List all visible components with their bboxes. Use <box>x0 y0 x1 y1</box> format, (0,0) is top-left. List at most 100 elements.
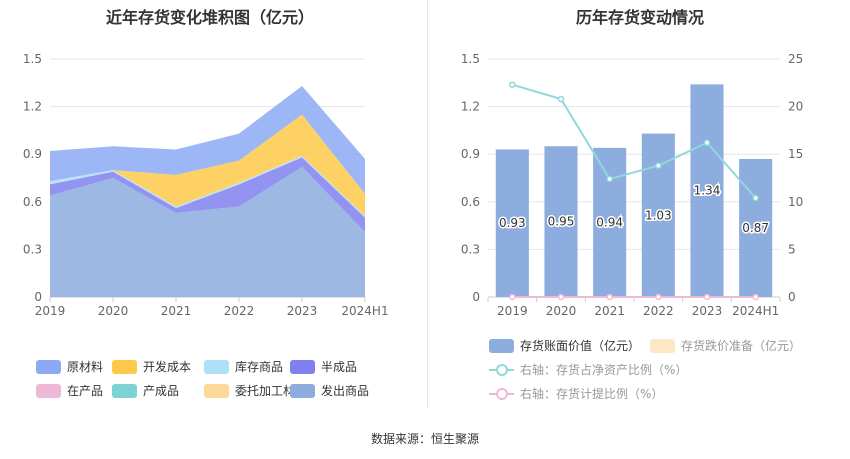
legend-label: 委托加工材料 <box>235 384 308 398</box>
x-tick-label: 2019 <box>35 304 66 318</box>
line-point <box>655 162 662 169</box>
legend-swatch <box>489 338 514 353</box>
y2-tick-label: 25 <box>788 52 803 66</box>
legend-item[interactable]: 右轴：存货占净资产比例（%） <box>489 361 687 378</box>
panel-divider <box>427 0 428 408</box>
y2-tick-label: 5 <box>788 242 796 256</box>
legend-item[interactable]: 在产品 <box>36 382 103 399</box>
legend-item[interactable]: 右轴：存货计提比例（%） <box>489 385 663 402</box>
bar <box>544 146 578 297</box>
line-point <box>655 293 662 301</box>
line-point <box>606 175 613 183</box>
area-半成品 <box>50 157 365 232</box>
y2-tick-label: 10 <box>788 195 803 209</box>
legend-label: 右轴：存货占净资产比例（%） <box>520 363 688 377</box>
legend-label: 在产品 <box>67 384 104 398</box>
right-chart-title: 历年存货变动情况 <box>575 8 704 27</box>
line-point <box>703 293 711 301</box>
x-tick-label: 2021 <box>594 304 625 318</box>
legend-label: 半成品 <box>321 360 358 374</box>
legend-item[interactable]: 产成品 <box>112 382 179 399</box>
y-tick-label: 0 <box>472 290 480 304</box>
legend-label: 存货账面价值（亿元） <box>520 339 641 353</box>
legend-item[interactable]: 存货跌价准备（亿元） <box>650 337 801 354</box>
legend-swatch <box>650 338 675 353</box>
x-tick-label: 2020 <box>98 304 129 318</box>
legend-swatch <box>290 359 315 374</box>
legend-swatch <box>36 359 61 374</box>
data-source-note: 数据来源：恒生聚源 <box>370 432 479 446</box>
line-series <box>512 83 757 199</box>
bar-value-label: 1.34 <box>694 184 721 198</box>
left-chart-title: 近年存货变化堆积图（亿元） <box>105 8 314 27</box>
legend-swatch <box>112 359 137 374</box>
y2-tick-label: 0 <box>788 290 796 304</box>
y2-tick-label: 15 <box>788 147 803 161</box>
legend-swatch <box>290 383 315 398</box>
x-tick-label: 2024H1 <box>341 304 388 318</box>
legend-item[interactable]: 半成品 <box>290 358 357 375</box>
line-point <box>509 81 516 88</box>
line-point <box>703 139 711 147</box>
area-发出商品 <box>50 166 365 297</box>
inventory-bar-chart: 0 0.3 0.6 0.9 1.2 1.5 0 5 10 15 20 25 0.93 0.95 0.94 1.… <box>461 52 803 318</box>
x-tick-label: 2022 <box>224 304 255 318</box>
legend-item[interactable]: 原材料 <box>36 358 103 375</box>
y-tick-label: 0.9 <box>461 147 480 161</box>
bar-value-label: 0.95 <box>548 215 575 229</box>
x-tick-label: 2020 <box>546 304 577 318</box>
area-原材料 <box>50 85 365 194</box>
legend-swatch <box>489 387 514 401</box>
legend-item[interactable]: 开发成本 <box>112 358 191 375</box>
x-tick-label: 2021 <box>161 304 192 318</box>
x-tick-label: 2023 <box>287 304 318 318</box>
legend-label: 存货跌价准备（亿元） <box>681 339 802 353</box>
legend-item[interactable]: 存货账面价值（亿元） <box>489 337 640 354</box>
bar <box>495 149 529 297</box>
legend-item[interactable]: 库存商品 <box>204 358 283 375</box>
bar-value-label: 1.03 <box>645 208 672 222</box>
legend-swatch <box>112 383 137 398</box>
y-tick-label: 1.5 <box>23 52 42 66</box>
bar-value-label: 0.87 <box>742 221 769 235</box>
x-tick-label: 2019 <box>497 304 528 318</box>
bar-value-label: 0.94 <box>596 215 623 229</box>
line-point <box>509 293 516 301</box>
legend-swatch <box>204 383 229 398</box>
line-point <box>752 194 759 202</box>
legend-label: 右轴：存货计提比例（%） <box>520 387 664 401</box>
legend-item[interactable]: 发出商品 <box>290 382 369 399</box>
y-tick-label: 0 <box>34 290 42 304</box>
line-point <box>557 293 565 301</box>
line-point <box>606 293 613 301</box>
legend-label: 开发成本 <box>143 360 192 374</box>
legend-label: 原材料 <box>67 360 104 374</box>
legend-swatch <box>36 383 61 398</box>
legend-label: 发出商品 <box>321 384 370 398</box>
y-tick-label: 0.3 <box>23 242 42 256</box>
x-tick-label: 2023 <box>692 304 723 318</box>
legend-label: 产成品 <box>143 384 180 398</box>
legend-swatch <box>489 363 514 377</box>
y-tick-label: 1.5 <box>461 52 480 66</box>
legend-label: 库存商品 <box>235 360 284 374</box>
line-point <box>557 95 565 103</box>
bar <box>593 147 627 297</box>
y2-tick-label: 20 <box>788 100 803 114</box>
legend-item[interactable]: 委托加工材料 <box>204 382 307 399</box>
stacked-area-chart: 0 0.3 0.6 0.9 1.2 1.5 2019 2020 2021 2022 2023 2024… <box>23 52 389 318</box>
y-tick-label: 1.2 <box>461 100 480 114</box>
bar-value-label: 0.93 <box>499 216 526 230</box>
bar <box>739 158 773 297</box>
legend-swatch <box>204 359 229 374</box>
x-tick-label: 2022 <box>643 304 674 318</box>
y-tick-label: 1.2 <box>23 100 42 114</box>
y-tick-label: 0.9 <box>23 147 42 161</box>
y-tick-label: 0.3 <box>461 242 480 256</box>
area-开发成本 <box>50 114 365 217</box>
bar <box>690 84 724 298</box>
y-tick-label: 0.6 <box>23 195 42 209</box>
y-tick-label: 0.6 <box>461 195 480 209</box>
line-point <box>752 293 759 301</box>
x-tick-label: 2024H1 <box>732 304 779 318</box>
